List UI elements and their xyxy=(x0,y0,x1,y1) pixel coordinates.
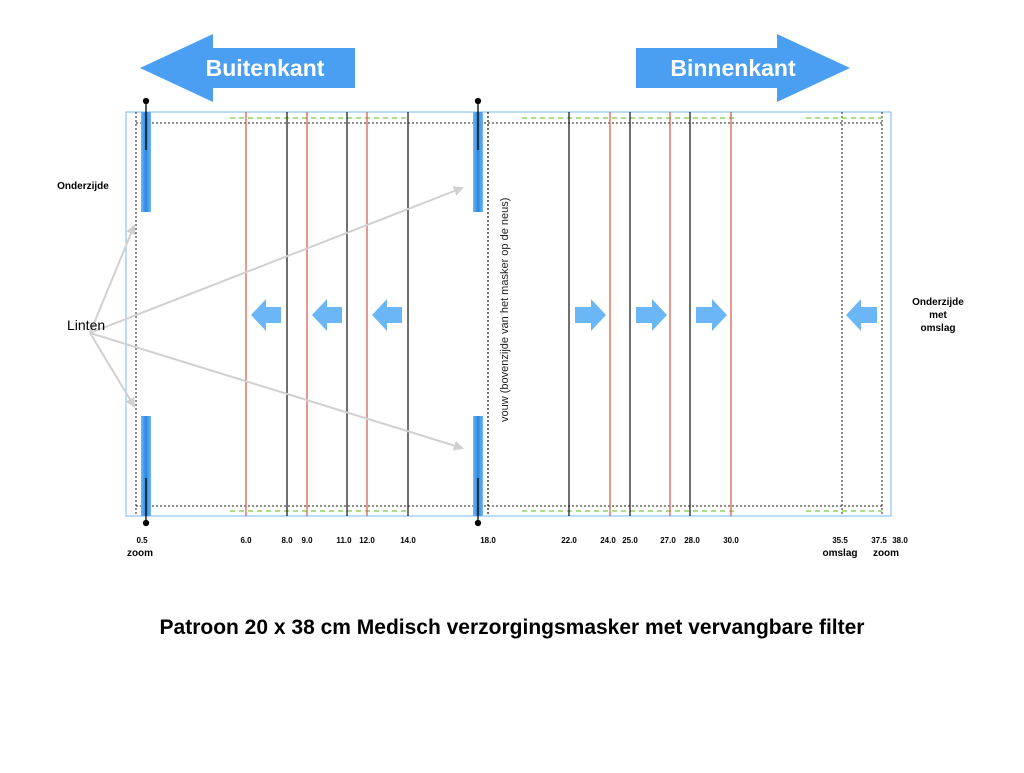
pos-label-37-5: 37.5 xyxy=(871,536,887,545)
outside-label: Buitenkant xyxy=(205,55,325,81)
ribbon-top-left xyxy=(141,112,151,212)
underside-label: Onderzijde xyxy=(57,181,109,192)
underside-fold-line3: omslag xyxy=(920,323,956,334)
right-arrow-1 xyxy=(575,299,606,331)
zoom-left-label: zoom xyxy=(126,548,154,559)
inside-label: Binnenkant xyxy=(670,55,796,81)
pos-label-12-0: 12.0 xyxy=(359,536,375,545)
pos-label-25-0: 25.0 xyxy=(622,536,638,545)
underside-fold-label: Onderzijde met omslag xyxy=(898,296,978,335)
pos-label-38-0: 38.0 xyxy=(892,536,908,545)
underside-fold-line1: Onderzijde xyxy=(912,297,964,308)
left-arrow-omslag xyxy=(846,299,877,331)
left-arrow-3 xyxy=(372,299,402,331)
fold-note: vouw (bovenzijde van het masker op de ne… xyxy=(499,197,511,422)
pos-label-6-0: 6.0 xyxy=(240,536,252,545)
left-arrow-2 xyxy=(312,299,342,331)
ribbon-top-mid xyxy=(473,112,483,212)
ribbons xyxy=(141,112,483,516)
ribbons-label: Linten xyxy=(67,317,106,333)
inside-arrow xyxy=(636,34,850,102)
pos-label-28-0: 28.0 xyxy=(684,536,700,545)
pos-label-14-0: 14.0 xyxy=(400,536,416,545)
pos-label-9-0: 9.0 xyxy=(301,536,313,545)
fold-direction-arrows xyxy=(251,299,877,331)
ribbon-pointer-arrows xyxy=(89,186,464,451)
pos-label-0-5: 0.5 xyxy=(136,536,148,545)
outside-arrow xyxy=(140,34,355,102)
ribbon-bottom-mid xyxy=(473,416,483,516)
pos-label-27-0: 27.0 xyxy=(660,536,676,545)
right-arrow-3 xyxy=(696,299,727,331)
pos-label-24-0: 24.0 xyxy=(600,536,616,545)
ribbon-bottom-left xyxy=(141,416,151,516)
pos-label-18-0: 18.0 xyxy=(480,536,496,545)
zoom-right-label: zoom xyxy=(872,548,900,559)
right-arrow-2 xyxy=(636,299,667,331)
pos-label-22-0: 22.0 xyxy=(561,536,577,545)
ribbon-pins xyxy=(142,97,482,527)
left-arrow-1 xyxy=(251,299,281,331)
pos-label-35-5: 35.5 xyxy=(832,536,848,545)
diagram-title: Patroon 20 x 38 cm Medisch verzorgingsma… xyxy=(159,616,865,639)
fold-lines xyxy=(245,112,732,516)
pos-label-11-0: 11.0 xyxy=(336,536,352,545)
pattern-outer-frame xyxy=(125,111,892,517)
omslag-label: omslag xyxy=(822,548,858,559)
underside-fold-line2: met xyxy=(929,310,947,321)
pos-label-8-0: 8.0 xyxy=(281,536,293,545)
pos-label-30-0: 30.0 xyxy=(723,536,739,545)
